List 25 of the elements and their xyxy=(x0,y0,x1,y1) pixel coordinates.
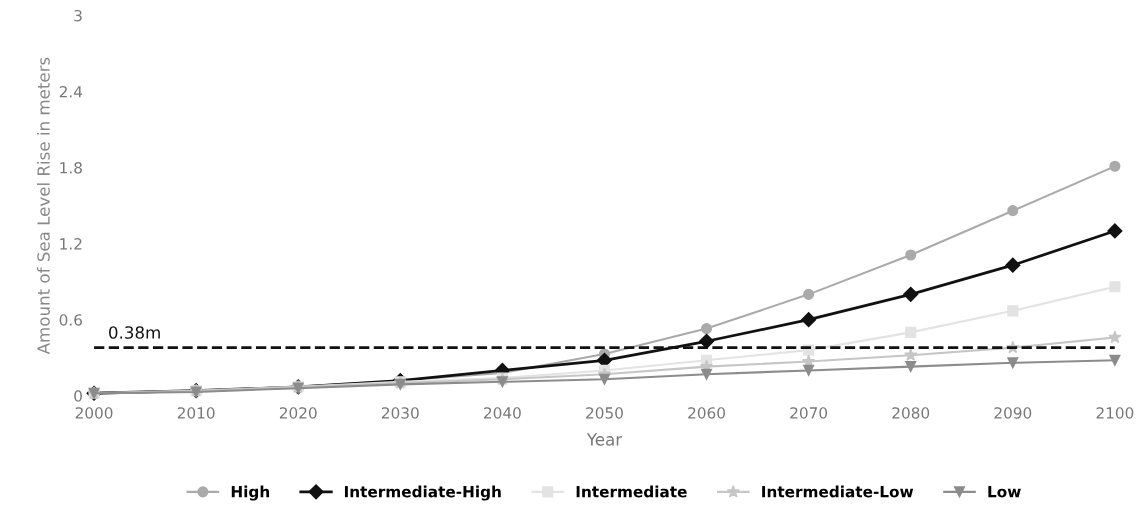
x-tick-label: 2100 xyxy=(1096,407,1134,419)
x-tick-label: 2060 xyxy=(688,407,725,419)
x-tick-label: 2090 xyxy=(994,407,1032,419)
y-tick-label: 1.8 xyxy=(60,162,82,174)
x-tick-label: 2020 xyxy=(279,407,317,419)
y-tick-label: 0.6 xyxy=(59,314,82,326)
x-axis-title: Year xyxy=(586,433,623,446)
x-tick-label: 2040 xyxy=(484,407,521,419)
x-tick-label: 2030 xyxy=(381,407,419,419)
ref-line-label: 0.38m xyxy=(109,326,160,339)
legend-label: Intermediate-High xyxy=(344,485,501,501)
y-axis-title: Amount of Sea Level Rise in meters xyxy=(36,57,50,355)
x-tick-label: 2080 xyxy=(892,407,930,419)
y-tick-label: 0 xyxy=(74,390,82,402)
x-tick-label: 2000 xyxy=(75,407,113,419)
legend-label: Intermediate xyxy=(576,485,687,498)
y-tick-label: 1.2 xyxy=(60,238,82,250)
x-tick-label: 2050 xyxy=(586,407,623,419)
x-tick-label: 2010 xyxy=(177,407,215,419)
legend-label: High xyxy=(231,485,270,501)
y-tick-label: 3 xyxy=(74,9,82,22)
legend-label: Low xyxy=(988,486,1021,498)
y-tick-label: 2.4 xyxy=(59,85,83,98)
x-tick-label: 2070 xyxy=(790,407,828,419)
legend-label: Intermediate-Low xyxy=(762,485,914,498)
